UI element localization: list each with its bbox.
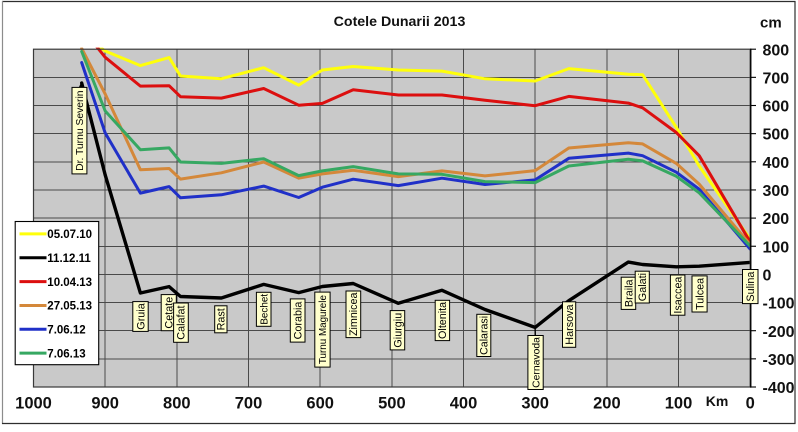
svg-text:700: 700 bbox=[235, 395, 263, 413]
svg-text:500: 500 bbox=[378, 395, 406, 413]
svg-text:-100: -100 bbox=[763, 296, 795, 313]
svg-text:Giurgiu: Giurgiu bbox=[392, 313, 404, 348]
svg-text:Braila: Braila bbox=[623, 279, 635, 307]
svg-text:600: 600 bbox=[763, 99, 790, 116]
svg-text:1000: 1000 bbox=[15, 395, 52, 413]
svg-text:Sulina: Sulina bbox=[745, 272, 757, 302]
svg-text:Corabia: Corabia bbox=[293, 302, 305, 340]
svg-text:27.05.13: 27.05.13 bbox=[47, 301, 92, 313]
svg-text:Turnu Magurele: Turnu Magurele bbox=[318, 295, 329, 365]
svg-text:400: 400 bbox=[763, 155, 790, 172]
svg-text:Km: Km bbox=[706, 393, 729, 409]
svg-text:Tulcea: Tulcea bbox=[694, 278, 706, 310]
svg-text:Bechet: Bechet bbox=[260, 294, 271, 325]
svg-text:05.07.10: 05.07.10 bbox=[47, 229, 92, 241]
svg-text:Cernavoda: Cernavoda bbox=[531, 337, 542, 388]
svg-text:400: 400 bbox=[450, 395, 478, 413]
svg-text:Zimnicea: Zimnicea bbox=[348, 293, 360, 336]
svg-text:300: 300 bbox=[763, 183, 790, 200]
svg-text:100: 100 bbox=[665, 395, 693, 413]
svg-text:Oltenita: Oltenita bbox=[437, 302, 449, 339]
svg-text:600: 600 bbox=[306, 395, 334, 413]
svg-text:Rast: Rast bbox=[216, 308, 228, 330]
svg-text:0: 0 bbox=[763, 268, 772, 285]
svg-text:-400: -400 bbox=[763, 380, 795, 397]
svg-text:200: 200 bbox=[593, 395, 621, 413]
svg-text:7.06.12: 7.06.12 bbox=[47, 325, 85, 337]
svg-text:Calafat: Calafat bbox=[176, 305, 188, 339]
svg-text:Gruia: Gruia bbox=[135, 303, 147, 329]
svg-text:cm: cm bbox=[760, 15, 782, 32]
svg-text:-300: -300 bbox=[763, 352, 795, 369]
svg-text:-200: -200 bbox=[763, 324, 795, 341]
svg-text:500: 500 bbox=[763, 127, 790, 144]
svg-text:900: 900 bbox=[91, 395, 119, 413]
svg-text:Calarasi: Calarasi bbox=[479, 316, 491, 355]
svg-text:200: 200 bbox=[763, 211, 790, 228]
svg-text:300: 300 bbox=[521, 395, 549, 413]
svg-text:10.04.13: 10.04.13 bbox=[47, 277, 92, 289]
svg-text:100: 100 bbox=[763, 239, 790, 256]
svg-text:Cotele Dunarii 2013: Cotele Dunarii 2013 bbox=[334, 14, 466, 30]
svg-text:Isaccea: Isaccea bbox=[672, 277, 684, 314]
svg-text:800: 800 bbox=[763, 42, 790, 59]
svg-text:11.12.11: 11.12.11 bbox=[47, 253, 91, 265]
svg-text:700: 700 bbox=[763, 70, 790, 87]
svg-text:Dr. Turnu Severin: Dr. Turnu Severin bbox=[75, 90, 86, 171]
svg-text:7.06.13: 7.06.13 bbox=[47, 348, 85, 360]
svg-text:0: 0 bbox=[746, 395, 755, 413]
svg-text:Galati: Galati bbox=[637, 273, 649, 301]
svg-text:800: 800 bbox=[163, 395, 191, 413]
svg-text:Harsova: Harsova bbox=[564, 304, 576, 344]
